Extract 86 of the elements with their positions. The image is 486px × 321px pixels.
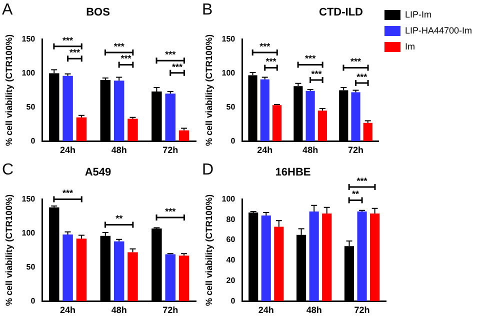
y-tick-label: 0 — [230, 296, 236, 306]
bar — [274, 226, 284, 302]
bar — [62, 234, 73, 302]
bar — [165, 94, 176, 142]
y-tick-label: 40 — [226, 256, 236, 265]
annotation: *** — [260, 41, 271, 52]
x-tick-label: 24h — [60, 145, 76, 156]
legend-label: LIP-Im — [404, 9, 432, 20]
bar — [322, 213, 332, 302]
text: C — [2, 161, 14, 178]
x-tick-label: 48h — [111, 145, 127, 156]
annotation: *** — [350, 56, 362, 67]
annotation: *** — [356, 72, 368, 82]
bar — [76, 238, 87, 302]
bar — [306, 90, 315, 142]
x-tick-label: 72h — [162, 145, 178, 156]
bar — [76, 117, 87, 142]
chart-title: BOS — [86, 6, 110, 19]
y-tick-label: 0 — [30, 136, 36, 146]
text: *** — [356, 176, 368, 186]
bar — [309, 211, 319, 302]
y-tick-label: 0 — [30, 296, 36, 306]
annotation: *** — [311, 68, 322, 79]
x-tick-label: 24h — [258, 305, 274, 316]
y-tick-label: 0 — [230, 136, 236, 146]
legend-label: Im — [404, 41, 415, 52]
x-tick-label: 24h — [257, 145, 273, 156]
text: *** — [62, 188, 74, 198]
chart-title: 16HBE — [275, 166, 311, 179]
bar — [318, 110, 327, 142]
x-tick-label: 48h — [302, 145, 318, 156]
text: D — [202, 161, 214, 178]
y-axis-title: % cell viability (CTR100%) — [4, 194, 14, 306]
annotation: ** — [116, 214, 124, 224]
x-tick-label: 48h — [306, 305, 322, 316]
y-tick-label: 50 — [226, 102, 236, 112]
annotation: *** — [120, 54, 132, 64]
annotation: *** — [62, 35, 74, 46]
y-tick-label: 20 — [226, 276, 236, 286]
bar — [370, 213, 380, 302]
bar — [178, 256, 190, 302]
x-tick-label: 72h — [348, 145, 364, 156]
y-tick-label: 80 — [226, 214, 236, 224]
bar — [128, 252, 138, 302]
bar — [357, 211, 367, 302]
y-tick-label: 100 — [222, 194, 236, 204]
legend-label: LIP-HA44700-Im — [404, 25, 472, 36]
x-tick-label: 48h — [111, 305, 127, 316]
bar — [351, 92, 360, 142]
y-tick-label: 50 — [26, 262, 36, 272]
bar — [272, 105, 282, 142]
bar — [260, 79, 270, 142]
annotation: *** — [172, 62, 184, 72]
chart-title: CTD-ILD — [319, 6, 364, 19]
y-tick-label: 100 — [22, 68, 36, 78]
y-tick-label: 60 — [226, 235, 236, 244]
annotation: *** — [165, 206, 176, 217]
x-tick-label: 72h — [354, 305, 370, 316]
annotation: *** — [266, 56, 277, 67]
bar — [62, 76, 73, 142]
annotation: *** — [114, 41, 125, 52]
annotation: *** — [305, 54, 316, 64]
y-tick-label: 50 — [26, 102, 36, 112]
bar — [165, 254, 176, 302]
y-tick-label: 100 — [222, 68, 236, 78]
bar — [178, 130, 190, 142]
annotation: *** — [165, 50, 176, 60]
y-tick-label: 150 — [222, 34, 236, 44]
text: B — [202, 1, 213, 18]
chart-title: A549 — [84, 166, 112, 179]
bar — [261, 216, 271, 302]
x-tick-label: 24h — [60, 305, 76, 316]
bar — [114, 241, 124, 302]
y-axis-title: % cell viability (CTR100%) — [204, 34, 214, 146]
y-axis-title: % cell viability (CTR100%) — [204, 194, 214, 306]
bar — [128, 118, 138, 142]
bar — [363, 122, 372, 142]
y-tick-label: 150 — [22, 34, 36, 44]
text: A — [2, 1, 13, 18]
annotation: *** — [69, 48, 80, 58]
y-axis-title: % cell viability (CTR100%) — [4, 34, 14, 146]
y-tick-label: 150 — [22, 194, 36, 204]
bar — [114, 80, 124, 142]
annotation: ** — [352, 189, 360, 200]
y-tick-label: 100 — [22, 228, 36, 238]
x-tick-label: 72h — [162, 305, 178, 316]
